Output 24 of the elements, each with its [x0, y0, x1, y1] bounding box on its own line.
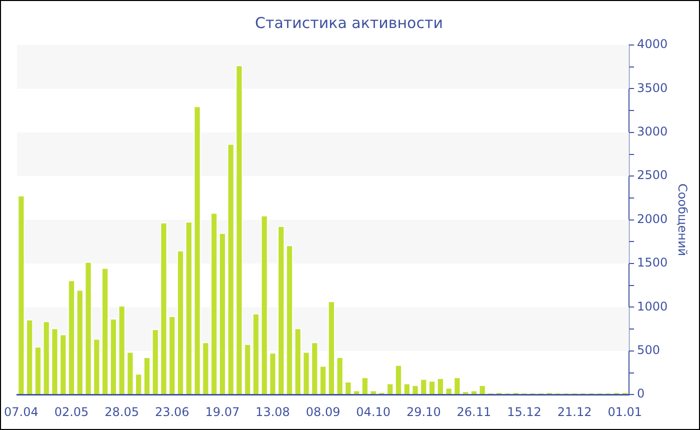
- x-tick-label: 19.07: [205, 404, 240, 419]
- x-tick-label: 29.10: [406, 404, 441, 419]
- x-tick-label: 04.10: [356, 404, 391, 419]
- x-tick-label: 23.06: [154, 404, 190, 419]
- x-tick-label: 07.04: [4, 404, 38, 419]
- x-tick-label: 01.01: [608, 404, 642, 419]
- y-tick-label: 500: [637, 343, 660, 358]
- x-tick-label: 13.08: [256, 404, 290, 419]
- y-tick-label: 1000: [637, 299, 668, 314]
- x-tick-label: 28.05: [104, 404, 139, 419]
- y-tick-label: 3500: [637, 80, 668, 95]
- y-tick-label: 1500: [637, 256, 668, 270]
- y-axis-title: Сообщений: [676, 184, 690, 256]
- x-tick-label: 02.05: [54, 404, 89, 419]
- y-tick-label: 4000: [637, 37, 668, 52]
- x-tick-label: 08.09: [306, 404, 340, 419]
- x-tick-label: 26.11: [456, 404, 492, 419]
- y-tick-label: 3000: [637, 124, 668, 139]
- y-tick-label: 2000: [637, 212, 668, 226]
- y-tick-label: 2500: [637, 168, 668, 182]
- chart-title: Статистика активности: [255, 14, 443, 32]
- x-tick-label: 21.12: [557, 404, 592, 419]
- x-tick-label: 15.12: [507, 404, 542, 419]
- y-tick-label: 0: [637, 386, 645, 401]
